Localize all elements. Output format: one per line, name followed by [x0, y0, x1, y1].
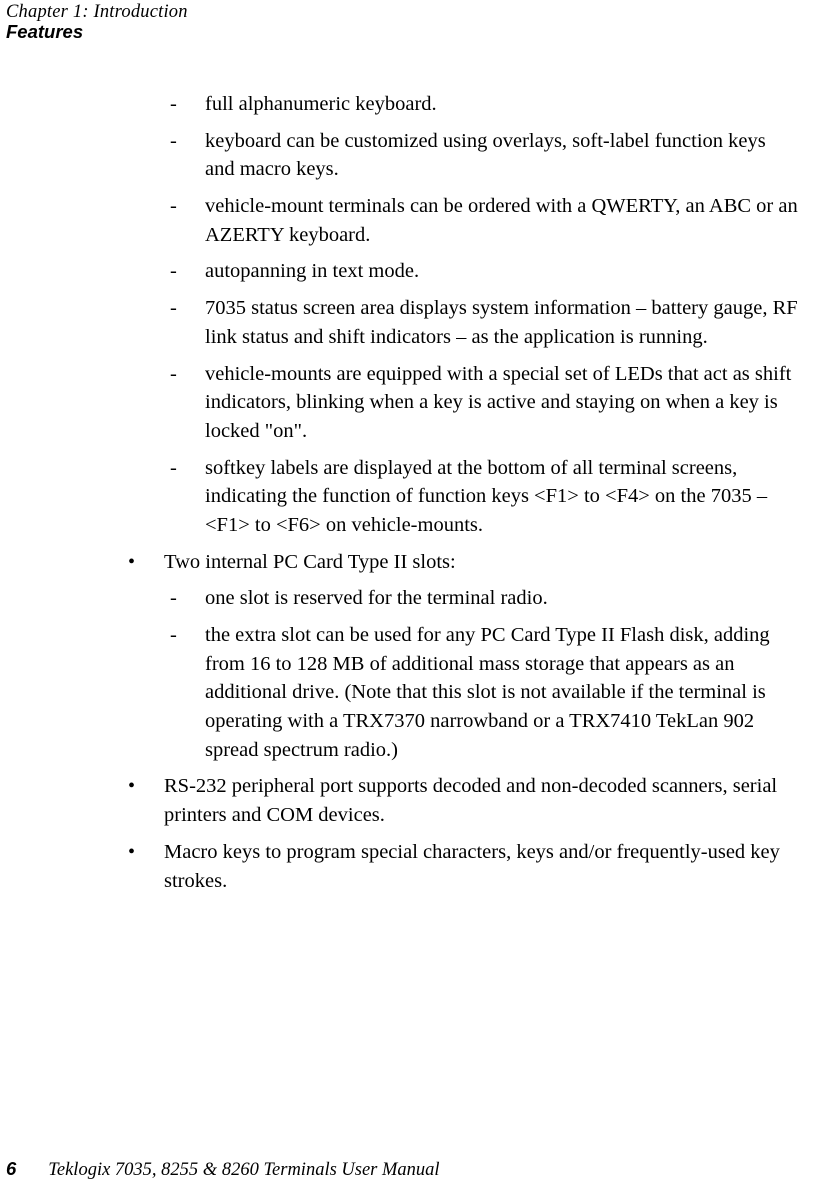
list-item: RS-232 peripheral port supports decoded …	[110, 772, 800, 829]
list-item-text: one slot is reserved for the terminal ra…	[205, 587, 548, 609]
list-item-text: vehicle-mount terminals can be ordered w…	[205, 195, 798, 246]
list-item: 7035 status screen area displays system …	[110, 294, 800, 351]
list-item: Two internal PC Card Type II slots: one …	[110, 548, 800, 765]
list-item-text: 7035 status screen area displays system …	[205, 297, 798, 348]
list-item-text: vehicle-mounts are equipped with a speci…	[205, 363, 791, 442]
feature-dash-list-2: one slot is reserved for the terminal ra…	[110, 584, 800, 764]
list-item: the extra slot can be used for any PC Ca…	[110, 621, 800, 764]
list-item: keyboard can be customized using overlay…	[110, 127, 800, 184]
page-number: 6	[6, 1158, 16, 1179]
list-item-text: autopanning in text mode.	[205, 260, 419, 282]
chapter-label: Chapter 1: Introduction	[6, 2, 188, 23]
list-item: full alphanumeric keyboard.	[110, 90, 800, 119]
list-item: softkey labels are displayed at the bott…	[110, 454, 800, 540]
list-item-text: Macro keys to program special characters…	[164, 841, 780, 892]
list-item: vehicle-mount terminals can be ordered w…	[110, 192, 800, 249]
list-item-text: softkey labels are displayed at the bott…	[205, 457, 767, 536]
section-label: Features	[6, 21, 188, 43]
list-item: one slot is reserved for the terminal ra…	[110, 584, 800, 613]
manual-title: Teklogix 7035, 8255 & 8260 Terminals Use…	[48, 1160, 439, 1180]
list-item-text: Two internal PC Card Type II slots:	[164, 551, 456, 573]
list-item-text: full alphanumeric keyboard.	[205, 93, 437, 115]
list-item-text: keyboard can be customized using overlay…	[205, 130, 766, 181]
list-item: vehicle-mounts are equipped with a speci…	[110, 360, 800, 446]
page: Chapter 1: Introduction Features full al…	[0, 0, 827, 1197]
page-header: Chapter 1: Introduction Features	[6, 2, 188, 43]
page-footer: 6 Teklogix 7035, 8255 & 8260 Terminals Us…	[6, 1158, 827, 1181]
feature-bullet-list: Two internal PC Card Type II slots: one …	[110, 548, 800, 896]
list-item: autopanning in text mode.	[110, 257, 800, 286]
list-item-text: the extra slot can be used for any PC Ca…	[205, 624, 770, 761]
list-item: Macro keys to program special characters…	[110, 838, 800, 895]
body-content: full alphanumeric keyboard. keyboard can…	[110, 90, 800, 903]
feature-dash-list-1: full alphanumeric keyboard. keyboard can…	[110, 90, 800, 540]
list-item-text: RS-232 peripheral port supports decoded …	[164, 775, 777, 826]
